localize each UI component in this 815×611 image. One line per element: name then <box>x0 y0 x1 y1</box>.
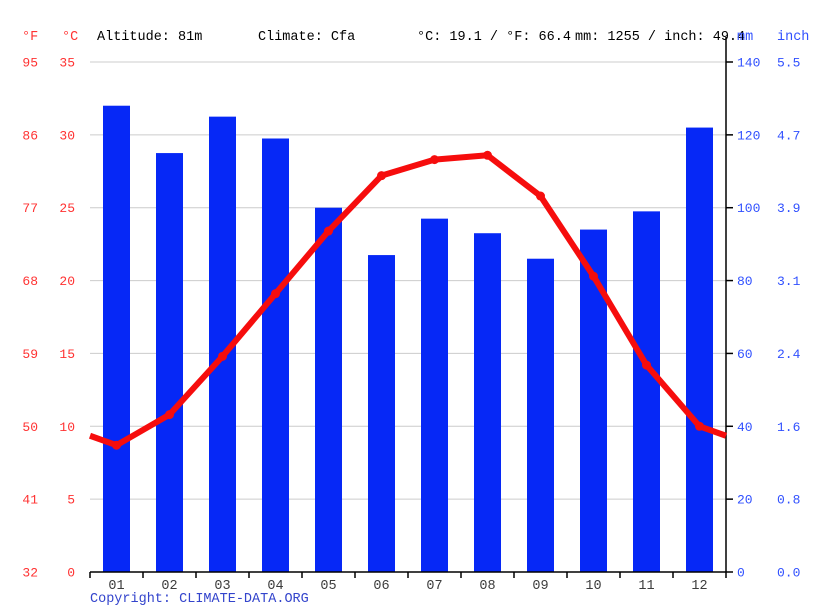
fahrenheit-tick-label: 50 <box>22 420 38 435</box>
mm-tick-label: 120 <box>737 128 760 143</box>
fahrenheit-tick-label: 68 <box>22 274 38 289</box>
inch-tick-label: 2.4 <box>777 347 801 362</box>
month-label: 02 <box>161 579 177 594</box>
precipitation-bar <box>262 138 289 572</box>
celsius-tick-label: 20 <box>59 274 75 289</box>
mm-tick-label: 20 <box>737 493 753 508</box>
mm-tick-label: 100 <box>737 201 760 216</box>
fahrenheit-tick-label: 59 <box>22 347 38 362</box>
fahrenheit-tick-label: 41 <box>22 493 38 508</box>
celsius-tick-label: 30 <box>59 128 75 143</box>
celsius-tick-label: 10 <box>59 420 75 435</box>
month-label: 04 <box>267 579 283 594</box>
fahrenheit-tick-label: 32 <box>22 566 38 581</box>
precipitation-bar <box>421 218 448 572</box>
mm-axis-unit: mm <box>737 30 754 45</box>
temperature-summary: °C: 19.1 / °F: 66.4 <box>417 30 571 45</box>
temperature-point <box>536 191 545 201</box>
month-label: 10 <box>585 579 601 594</box>
temperature-point <box>112 440 121 450</box>
copyright-label: Copyright: <box>90 592 180 607</box>
celsius-axis-unit: °C <box>62 30 79 45</box>
inch-tick-label: 0.0 <box>777 566 800 581</box>
month-label: 08 <box>479 579 495 594</box>
month-label: 07 <box>426 579 442 594</box>
mm-tick-label: 60 <box>737 347 753 362</box>
inch-tick-label: 5.5 <box>777 56 800 71</box>
temperature-point <box>589 271 598 281</box>
temperature-point <box>271 289 280 299</box>
precipitation-bar <box>527 258 554 572</box>
month-label: 09 <box>532 579 548 594</box>
month-label: 03 <box>214 579 230 594</box>
fahrenheit-tick-label: 86 <box>22 128 38 143</box>
celsius-tick-label: 0 <box>67 566 75 581</box>
celsius-tick-label: 5 <box>67 493 75 508</box>
fahrenheit-tick-label: 77 <box>22 201 38 216</box>
climate-data-org-link[interactable]: CLIMATE-DATA.ORG <box>179 592 309 607</box>
precipitation-bar <box>633 211 660 572</box>
precipitation-bar <box>686 127 713 573</box>
inch-tick-label: 4.7 <box>777 128 800 143</box>
precipitation-bar <box>103 105 130 572</box>
temperature-point <box>642 360 651 370</box>
month-label: 01 <box>108 579 124 594</box>
mm-tick-label: 0 <box>737 566 745 581</box>
copyright: Copyright: CLIMATE-DATA.ORG <box>90 592 309 607</box>
precipitation-bar <box>156 153 183 573</box>
mm-tick-label: 40 <box>737 420 753 435</box>
temperature-point <box>218 351 227 361</box>
month-label: 06 <box>373 579 389 594</box>
celsius-tick-label: 35 <box>59 56 75 71</box>
inch-tick-label: 0.8 <box>777 493 800 508</box>
precipitation-bar <box>474 233 501 572</box>
precipitation-bar <box>368 255 395 573</box>
precipitation-summary: mm: 1255 / inch: 49.4 <box>575 30 746 45</box>
fahrenheit-tick-label: 95 <box>22 56 38 71</box>
mm-tick-label: 140 <box>737 56 760 71</box>
celsius-tick-label: 25 <box>59 201 75 216</box>
climate-class-label: Climate: Cfa <box>258 30 356 45</box>
temperature-point <box>483 150 492 160</box>
temperature-point <box>695 421 704 431</box>
celsius-tick-label: 15 <box>59 347 75 362</box>
temperature-point <box>165 410 174 420</box>
mm-tick-label: 80 <box>737 274 753 289</box>
inch-tick-label: 3.1 <box>777 274 801 289</box>
inch-tick-label: 1.6 <box>777 420 800 435</box>
temperature-point <box>430 155 439 165</box>
temperature-point <box>324 226 333 236</box>
fahrenheit-axis-unit: °F <box>22 30 39 45</box>
inch-tick-label: 3.9 <box>777 201 800 216</box>
altitude-label: Altitude: 81m <box>97 30 203 45</box>
month-label: 12 <box>691 579 707 594</box>
month-label: 11 <box>638 579 654 594</box>
month-label: 05 <box>320 579 336 594</box>
temperature-line <box>88 152 728 449</box>
precipitation-bar <box>315 207 342 572</box>
temperature-point <box>377 171 386 181</box>
inch-axis-unit: inch <box>777 30 810 45</box>
